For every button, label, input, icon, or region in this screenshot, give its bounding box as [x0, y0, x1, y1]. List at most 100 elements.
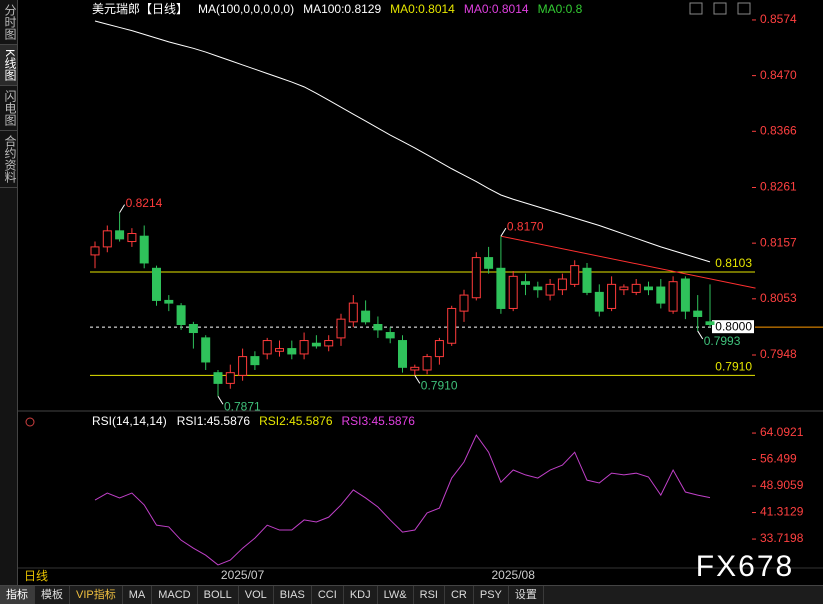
legend-item: RSI3:45.5876 — [342, 414, 416, 428]
sidebar-tab[interactable]: K线图 — [0, 45, 17, 87]
level-label: 0.8103 — [715, 256, 752, 270]
watermark: FX678 — [696, 550, 794, 583]
candle-body — [311, 342, 321, 347]
sidebar-tab[interactable]: 合约资料 — [0, 131, 17, 189]
candle-body — [324, 340, 334, 347]
trend-line — [500, 235, 756, 289]
candle-body — [521, 281, 530, 285]
candle-body — [348, 302, 358, 323]
window-icon[interactable] — [737, 2, 751, 15]
toolbar-tab[interactable]: MA — [123, 586, 153, 604]
extreme-pointer — [414, 375, 421, 384]
candle-body — [398, 340, 407, 368]
y-tick-label: 41.3129 — [760, 505, 804, 519]
chart: 美元瑞郎【日线】 RSI(14,14,14) 日线 FX678 MA(100,0… — [18, 2, 823, 583]
candle-body — [594, 291, 604, 312]
extreme-pointer — [119, 204, 126, 213]
legend-item: MA0:0.8 — [538, 2, 583, 16]
y-tick-label: 0.8157 — [760, 235, 797, 249]
candle-body — [680, 278, 690, 312]
candle-body — [127, 233, 137, 243]
toolbar-tab[interactable]: LW& — [378, 586, 414, 604]
toolbar-tab[interactable]: CCI — [312, 586, 344, 604]
toolbar-tab[interactable]: VOL — [239, 586, 274, 604]
candle-body — [385, 332, 395, 339]
candle-body — [508, 275, 518, 309]
candle-body — [410, 366, 420, 371]
extreme-label: 0.8214 — [126, 196, 163, 210]
rsi-title: RSI(14,14,14) — [92, 414, 167, 428]
candle-body — [582, 267, 592, 293]
toolbar-tab[interactable]: PSY — [474, 586, 509, 604]
candle-body — [287, 348, 297, 355]
toolbar-tab[interactable]: VIP指标 — [70, 586, 123, 604]
legend-item: RSI1:45.5876 — [177, 414, 251, 428]
candle-body — [656, 286, 666, 304]
y-tick-label: 48.9059 — [760, 478, 804, 492]
candle-body — [607, 283, 617, 309]
legend-item: MA100:0.8129 — [303, 2, 381, 16]
candle-body — [557, 278, 567, 291]
toolbar-tab[interactable]: RSI — [414, 586, 445, 604]
extreme-label: 0.7910 — [421, 379, 458, 393]
candle-body — [705, 321, 715, 326]
y-tick-label: 0.8261 — [760, 180, 797, 194]
extreme-pointer — [697, 330, 704, 340]
candle-body — [299, 340, 309, 355]
period-label[interactable]: 日线 — [24, 569, 48, 583]
window-icon[interactable] — [689, 2, 703, 15]
sidebar: 分时图 K线图 闪电图 合约资料 — [0, 0, 18, 585]
level-label: 0.7910 — [715, 360, 752, 374]
candle-body — [238, 356, 248, 376]
legend-item: MA0:0.8014 — [390, 2, 455, 16]
toolbar-tab[interactable]: 指标 — [0, 586, 35, 604]
toolbar-tab[interactable]: CR — [445, 586, 474, 604]
candle-body — [570, 265, 580, 285]
x-tick-label: 2025/08 — [492, 568, 536, 582]
toolbar-tab[interactable]: BIAS — [274, 586, 312, 604]
y-tick-label: 0.8574 — [760, 12, 797, 26]
candle-body — [373, 324, 383, 331]
level-label: 0.8000 — [715, 319, 752, 333]
y-tick-label: 0.8470 — [760, 68, 797, 82]
toolbar-tab[interactable]: 设置 — [509, 586, 544, 604]
legend-item: MA(100,0,0,0,0,0) — [198, 2, 294, 16]
y-tick-label: 64.0921 — [760, 425, 804, 439]
extreme-pointer — [217, 395, 224, 405]
candle-body — [459, 294, 469, 312]
candle-body — [484, 257, 494, 269]
candle-body — [225, 372, 235, 384]
toolbar-tab[interactable]: 模板 — [35, 586, 70, 604]
window-icon[interactable] — [713, 2, 727, 15]
candle-body — [90, 246, 100, 256]
candle-body — [644, 286, 653, 291]
candle-body — [213, 372, 223, 384]
toolbar-tab[interactable]: MACD — [152, 586, 198, 604]
y-tick-label: 0.8366 — [760, 123, 797, 137]
toolbar-tab[interactable]: BOLL — [198, 586, 239, 604]
legend-item: MA0:0.8014 — [464, 2, 529, 16]
candle-body — [115, 230, 125, 240]
extreme-label: 0.7871 — [224, 399, 261, 413]
candle-body — [496, 267, 506, 309]
candle-body — [336, 318, 346, 339]
candle-body — [422, 356, 432, 371]
sidebar-tab[interactable]: 闪电图 — [0, 86, 17, 132]
candle-body — [250, 356, 260, 366]
sidebar-tab[interactable]: 分时图 — [0, 0, 17, 45]
toolbar: 指标 模板 VIP指标 MA MACD BOLL VOL BIAS CCI KDJ LW& RSI CR… — [0, 585, 823, 604]
y-tick-label: 0.7948 — [760, 347, 797, 361]
y-tick-label: 33.7198 — [760, 531, 804, 545]
extreme-pointer — [500, 227, 507, 237]
candle-body — [533, 286, 543, 291]
candle-body — [262, 340, 272, 355]
candle-body — [201, 337, 211, 363]
candle-body — [619, 286, 629, 291]
y-tick-label: 56.499 — [760, 452, 797, 466]
candle-body — [447, 307, 457, 344]
ma-line — [94, 20, 711, 263]
toolbar-tab[interactable]: KDJ — [344, 586, 378, 604]
candle-body — [471, 257, 481, 299]
settings-icon[interactable] — [25, 417, 35, 427]
